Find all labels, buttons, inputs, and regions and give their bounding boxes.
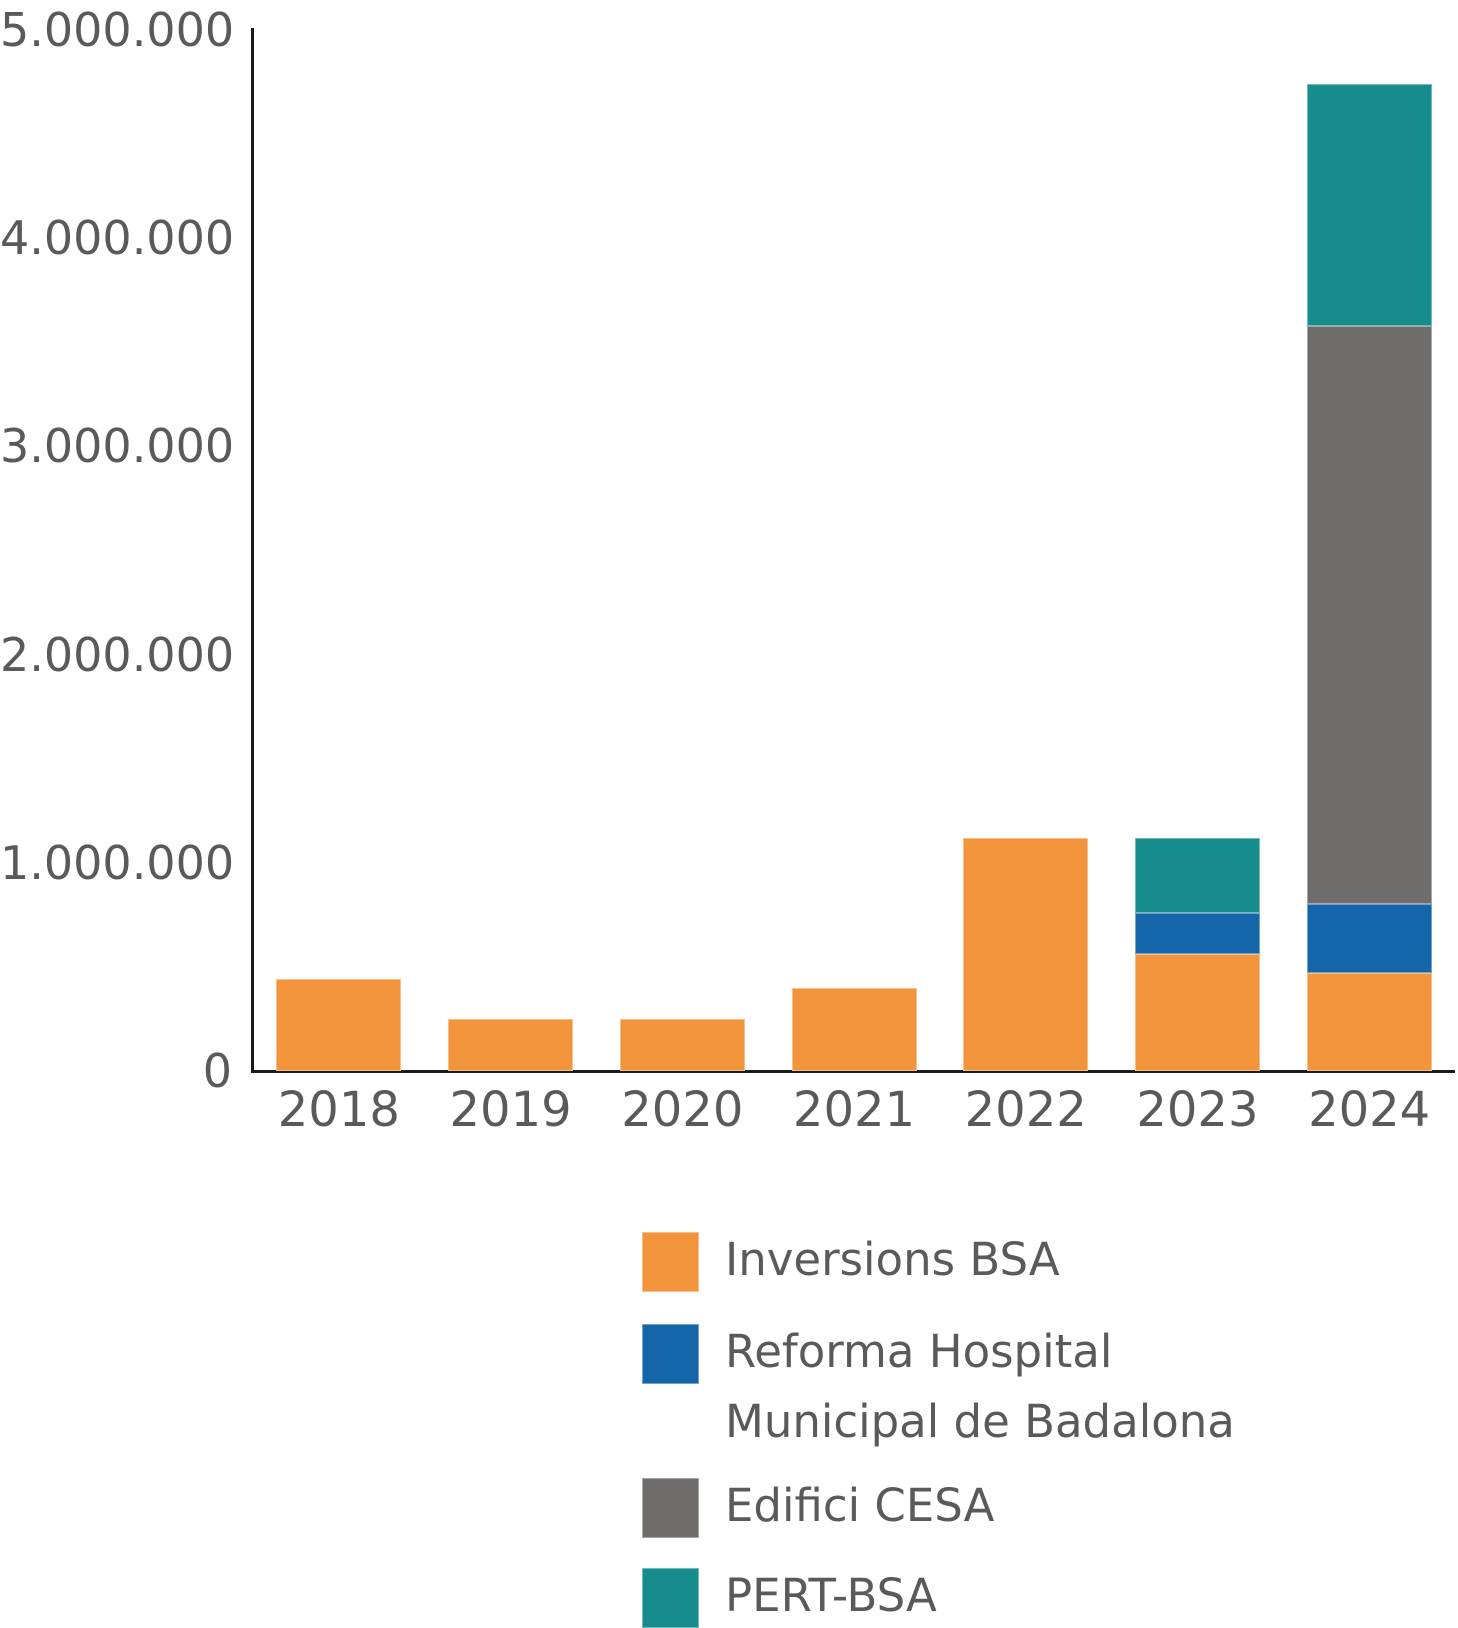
bar-segment — [276, 979, 402, 1071]
bar-segment — [1306, 904, 1432, 974]
bar-segment — [1134, 912, 1260, 955]
legend-swatch — [642, 1478, 699, 1538]
bar-segment — [1134, 837, 1260, 913]
bar-segment — [1134, 954, 1260, 1071]
bar-segment — [1306, 84, 1432, 326]
legend-item: Inversions BSA — [642, 1232, 1060, 1295]
x-tick-label: 2019 — [449, 1082, 572, 1138]
y-tick-label: 0 — [202, 1044, 232, 1098]
x-tick-label: 2020 — [621, 1082, 744, 1138]
legend-swatch — [642, 1568, 699, 1628]
legend-label: Reforma Hospital Municipal de Badalona — [725, 1325, 1235, 1448]
x-tick-label: 2023 — [1136, 1082, 1259, 1138]
y-axis-line — [251, 28, 254, 1073]
legend-label: Edifici CESA — [725, 1479, 995, 1532]
legend-item: Reforma Hospital Municipal de Badalona — [642, 1324, 1235, 1457]
y-tick-label: 2.000.000 — [0, 627, 235, 682]
bar-segment — [791, 987, 917, 1071]
legend-item: PERT-BSA — [642, 1568, 937, 1628]
bar-segment — [448, 1018, 574, 1071]
legend-swatch — [642, 1324, 699, 1384]
bar-segment — [1306, 325, 1432, 905]
legend-item: Edifici CESA — [642, 1478, 994, 1541]
y-tick-label: 3.000.000 — [0, 419, 235, 474]
y-tick-label: 5.000.000 — [0, 3, 235, 57]
x-axis-line — [251, 1070, 1455, 1073]
bar-segment — [963, 837, 1089, 1071]
legend-label: PERT-BSA — [725, 1569, 937, 1622]
x-tick-label: 2022 — [964, 1082, 1087, 1138]
y-tick-label: 1.000.000 — [0, 835, 235, 890]
legend-swatch — [642, 1232, 699, 1292]
x-tick-label: 2018 — [277, 1082, 400, 1138]
x-tick-label: 2021 — [792, 1082, 916, 1138]
y-tick-label: 4.000.000 — [0, 211, 235, 266]
bar-segment — [1306, 973, 1432, 1071]
legend-label: Inversions BSA — [725, 1233, 1060, 1286]
bar-segment — [619, 1018, 745, 1071]
x-tick-label: 2024 — [1308, 1082, 1431, 1138]
